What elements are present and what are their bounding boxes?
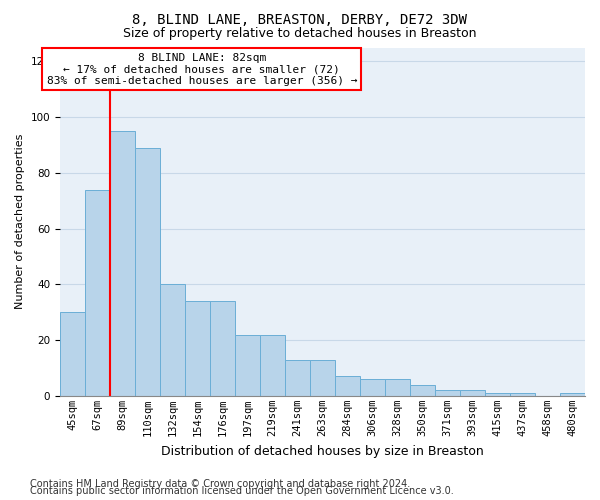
Text: 8 BLIND LANE: 82sqm
← 17% of detached houses are smaller (72)
83% of semi-detach: 8 BLIND LANE: 82sqm ← 17% of detached ho… xyxy=(47,52,357,86)
Bar xyxy=(485,393,510,396)
Bar xyxy=(210,301,235,396)
Bar xyxy=(110,131,135,396)
Text: Contains public sector information licensed under the Open Government Licence v3: Contains public sector information licen… xyxy=(30,486,454,496)
Bar xyxy=(360,379,385,396)
Bar xyxy=(85,190,110,396)
Bar xyxy=(135,148,160,396)
Bar xyxy=(235,334,260,396)
Bar xyxy=(410,384,435,396)
Bar xyxy=(510,393,535,396)
Bar xyxy=(285,360,310,396)
Bar xyxy=(385,379,410,396)
Bar xyxy=(460,390,485,396)
Bar xyxy=(260,334,285,396)
Y-axis label: Number of detached properties: Number of detached properties xyxy=(15,134,25,310)
Bar xyxy=(185,301,210,396)
Bar xyxy=(335,376,360,396)
Bar xyxy=(435,390,460,396)
Bar xyxy=(60,312,85,396)
Text: Size of property relative to detached houses in Breaston: Size of property relative to detached ho… xyxy=(123,28,477,40)
Text: 8, BLIND LANE, BREASTON, DERBY, DE72 3DW: 8, BLIND LANE, BREASTON, DERBY, DE72 3DW xyxy=(133,12,467,26)
Bar xyxy=(160,284,185,396)
Bar xyxy=(310,360,335,396)
Bar xyxy=(560,393,585,396)
Text: Contains HM Land Registry data © Crown copyright and database right 2024.: Contains HM Land Registry data © Crown c… xyxy=(30,479,410,489)
X-axis label: Distribution of detached houses by size in Breaston: Distribution of detached houses by size … xyxy=(161,444,484,458)
